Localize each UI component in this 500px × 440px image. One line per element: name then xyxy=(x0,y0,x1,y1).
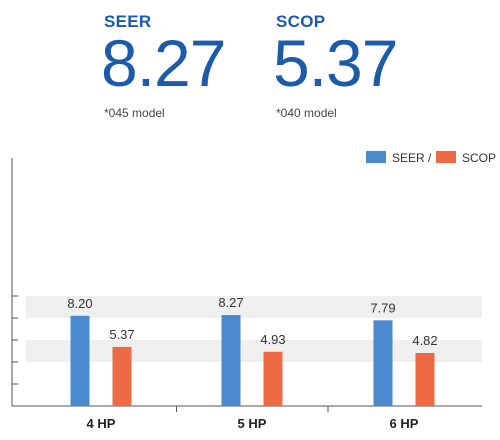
bar-chart: 8.20 5.37 4 HP 8.27 4.93 5 HP 7.79 4.82 6 HP SEE… xyxy=(11,151,496,431)
legend-label-0: SEER / xyxy=(392,151,432,165)
legend-swatch-1 xyxy=(436,151,456,163)
bar-scop-0 xyxy=(112,346,132,406)
data-label-seer-1: 8.27 xyxy=(218,295,243,310)
bar-scop-1 xyxy=(263,351,283,406)
bar-seer-0 xyxy=(70,315,90,406)
seer-metric-note: *045 model xyxy=(104,106,165,120)
data-label-scop-2: 4.82 xyxy=(412,333,437,348)
scop-metric-note: *040 model xyxy=(276,106,337,120)
seer-metric-value: 8.27 xyxy=(101,26,226,100)
chart-axes xyxy=(11,158,482,412)
data-label-scop-1: 4.93 xyxy=(260,332,285,347)
seer-metric-label: SEER xyxy=(104,12,152,31)
category-label-0: 4 HP xyxy=(87,416,116,431)
grid-bands xyxy=(26,296,482,362)
legend-swatch-0 xyxy=(366,151,386,163)
bar-scop-2 xyxy=(415,352,435,406)
category-label-1: 5 HP xyxy=(238,416,267,431)
chart-legend: SEER / SCOP xyxy=(366,151,496,165)
scop-metric-label: SCOP xyxy=(276,12,326,31)
category-label-2: 6 HP xyxy=(390,416,419,431)
chart-bars xyxy=(70,315,435,406)
data-label-seer-0: 8.20 xyxy=(67,296,92,311)
grid-band-1 xyxy=(26,296,482,318)
grid-band-0 xyxy=(26,340,482,362)
scop-metric-value: 5.37 xyxy=(273,26,398,100)
bar-seer-1 xyxy=(221,315,241,406)
legend-label-1: SCOP xyxy=(462,151,496,165)
chart-labels: 8.20 5.37 4 HP 8.27 4.93 5 HP 7.79 4.82 6 HP xyxy=(67,295,437,431)
data-label-seer-2: 7.79 xyxy=(370,300,395,315)
bar-seer-2 xyxy=(373,320,393,406)
data-label-scop-0: 5.37 xyxy=(109,327,134,342)
